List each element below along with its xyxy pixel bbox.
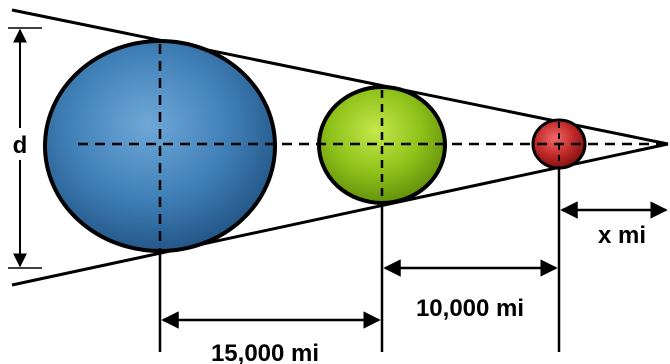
distance-1-label: 15,000 mi bbox=[211, 340, 319, 364]
distance-2-label: 10,000 mi bbox=[416, 295, 524, 322]
d-label: d bbox=[13, 132, 28, 159]
distance-x-label: x mi bbox=[598, 222, 646, 249]
d-label-background bbox=[6, 128, 36, 160]
